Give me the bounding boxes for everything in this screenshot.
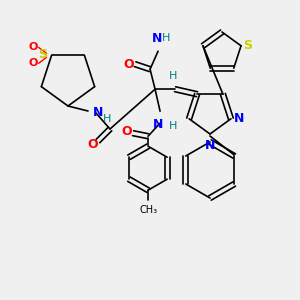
Text: N: N xyxy=(234,112,244,125)
Text: O: O xyxy=(122,125,132,138)
Text: S: S xyxy=(38,48,47,61)
Text: H: H xyxy=(169,121,177,131)
Text: N: N xyxy=(152,32,162,45)
Text: N: N xyxy=(93,106,104,119)
Text: S: S xyxy=(243,39,252,52)
Text: N: N xyxy=(205,139,215,152)
Text: O: O xyxy=(88,137,98,151)
Text: CH₃: CH₃ xyxy=(139,205,157,215)
Text: H: H xyxy=(169,71,177,81)
Text: O: O xyxy=(29,42,38,52)
Text: H: H xyxy=(103,114,111,124)
Text: O: O xyxy=(124,58,134,71)
Text: H: H xyxy=(162,33,170,43)
Text: O: O xyxy=(29,58,38,68)
Text: N: N xyxy=(153,118,163,131)
